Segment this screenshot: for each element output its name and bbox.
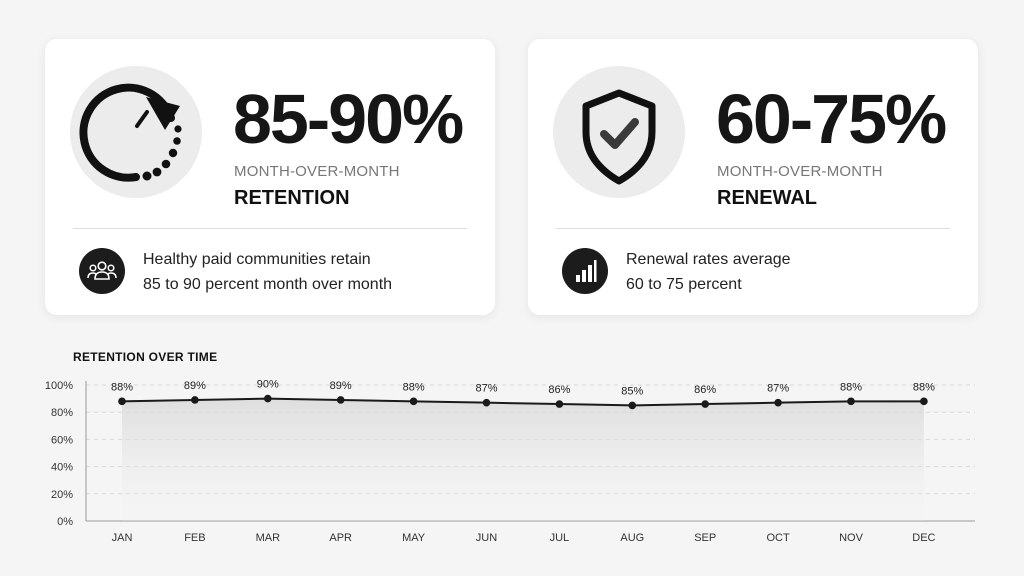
x-tick-label: JUL [550, 532, 570, 544]
data-label: 88% [111, 381, 133, 393]
bar-chart-icon [576, 260, 597, 282]
people-icon [87, 261, 117, 280]
y-tick-label: 80% [51, 407, 73, 419]
renewal-footer-text: Renewal rates average 60 to 75 percent [626, 247, 791, 297]
data-point [555, 400, 564, 408]
renewal-card: 60-75% MONTH-OVER-MONTH RENEWAL Renewal … [528, 39, 978, 315]
data-label: 89% [184, 380, 206, 392]
shield-check-icon [582, 89, 656, 185]
x-tick-label: SEP [694, 532, 716, 544]
x-tick-label: NOV [839, 532, 864, 544]
data-label: 90% [257, 379, 279, 391]
renewal-value: 60-75% [716, 80, 947, 158]
circular-arrow-icon [79, 83, 182, 182]
y-tick-label: 60% [51, 434, 73, 446]
x-tick-label: MAY [402, 532, 426, 544]
data-label: 87% [767, 383, 789, 395]
data-label: 88% [840, 381, 862, 393]
x-tick-label: JAN [112, 532, 133, 544]
chart-title: RETENTION OVER TIME [73, 350, 218, 364]
data-point [409, 397, 418, 406]
retention-footer-line2: 85 to 90 percent month over month [143, 276, 393, 293]
data-label: 88% [403, 381, 425, 393]
data-point [264, 394, 272, 403]
area-fill [122, 398, 924, 521]
data-label: 86% [694, 384, 716, 396]
data-label: 89% [330, 380, 352, 392]
x-tick-label: MAR [256, 532, 281, 544]
series-line [121, 397, 924, 407]
x-tick-label: FEB [184, 532, 205, 544]
retention-footer-line1: Healthy paid communities retain [143, 251, 371, 268]
x-tick-label: DEC [912, 532, 935, 544]
x-tick-label: AUG [620, 532, 644, 544]
retention-label: RETENTION [234, 187, 350, 209]
renewal-footer-line1: Renewal rates average [626, 251, 791, 268]
y-tick-label: 100% [45, 380, 73, 392]
x-tick-label: APR [329, 532, 352, 544]
data-point [920, 397, 928, 406]
data-point [482, 398, 491, 407]
y-tick-label: 0% [57, 516, 73, 528]
data-label: 86% [548, 384, 570, 396]
x-tick-label: JUN [476, 532, 497, 544]
bar-chart-icon-badge [562, 248, 608, 294]
renewal-label: RENEWAL [717, 187, 817, 209]
data-point [118, 397, 126, 406]
data-point [847, 397, 855, 406]
retention-sublabel: MONTH-OVER-MONTH [234, 163, 400, 180]
data-label: 85% [621, 385, 643, 397]
data-point [336, 396, 345, 404]
card-divider [556, 228, 950, 229]
data-label: 87% [475, 383, 497, 395]
data-point [774, 398, 782, 407]
renewal-icon-badge [553, 66, 685, 198]
retention-value: 85-90% [233, 80, 464, 158]
retention-card: 85-90% MONTH-OVER-MONTH RETENTION Health… [45, 39, 495, 315]
retention-footer-text: Healthy paid communities retain 85 to 90… [143, 247, 392, 297]
y-tick-label: 20% [51, 489, 73, 501]
data-point [191, 396, 199, 404]
people-icon-badge [79, 248, 125, 294]
card-divider [73, 228, 467, 229]
renewal-footer-line2: 60 to 75 percent [626, 276, 742, 293]
data-label: 88% [913, 381, 935, 393]
renewal-sublabel: MONTH-OVER-MONTH [717, 163, 883, 180]
retention-icon-badge [70, 66, 202, 198]
data-point [701, 400, 709, 408]
data-point [628, 401, 637, 410]
y-tick-label: 40% [51, 462, 73, 474]
x-tick-label: OCT [766, 532, 790, 544]
